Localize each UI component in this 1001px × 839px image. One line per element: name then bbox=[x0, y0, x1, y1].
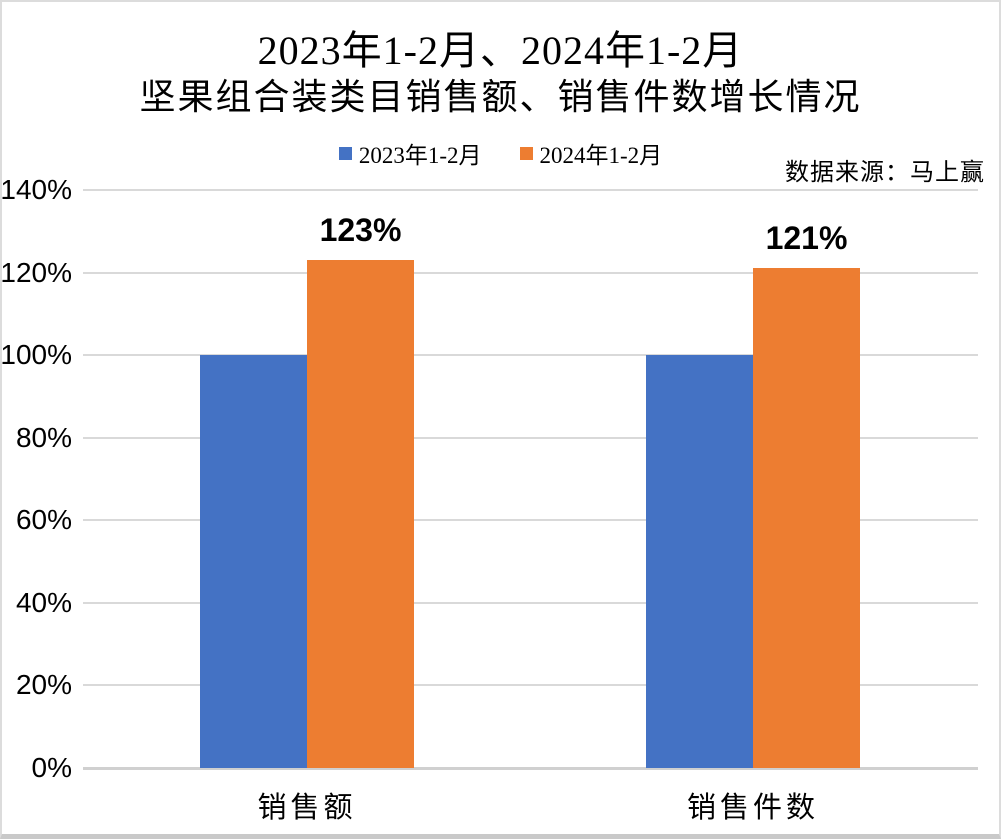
legend-label-2024: 2024年1-2月 bbox=[539, 143, 663, 168]
gridline-80% bbox=[83, 436, 978, 439]
y-axis-tick-label: 20% bbox=[15, 669, 72, 701]
chart-title-line1: 2023年1-2月、2024年1-2月 bbox=[257, 28, 744, 73]
y-axis-tick-label: 80% bbox=[15, 421, 72, 453]
legend-swatch-blue-icon bbox=[338, 146, 352, 160]
x-axis-category-label: 销售额 bbox=[257, 792, 357, 824]
y-axis-tick-label: 60% bbox=[15, 504, 72, 536]
bar-销售件数-2023年1-2月 bbox=[646, 355, 753, 768]
y-axis-tick-label: 100% bbox=[0, 339, 72, 371]
legend-label-2023: 2023年1-2月 bbox=[358, 143, 482, 168]
legend-item-2024: 2024年1-2月 bbox=[519, 136, 663, 170]
gridline-40% bbox=[83, 601, 978, 604]
y-axis-tick-label: 120% bbox=[0, 256, 72, 288]
legend-item-2023: 2023年1-2月 bbox=[338, 136, 482, 170]
y-axis-tick-label: 140% bbox=[0, 174, 72, 205]
bar-销售额-2023年1-2月 bbox=[200, 355, 307, 768]
bar-销售额-2024年1-2月 bbox=[307, 260, 414, 768]
gridline-100% bbox=[83, 354, 978, 357]
chart-title-line2: 坚果组合装类目销售额、销售件数增长情况 bbox=[139, 77, 862, 117]
bar-销售件数-2024年1-2月 bbox=[753, 268, 860, 768]
bar-value-label: 123% bbox=[319, 212, 402, 249]
gridline-0% bbox=[83, 767, 978, 770]
bar-value-label: 121% bbox=[765, 220, 848, 257]
gridline-60% bbox=[83, 519, 978, 522]
y-axis-tick-label: 40% bbox=[15, 586, 72, 618]
gridline-140% bbox=[83, 189, 978, 191]
x-axis-category-label: 销售件数 bbox=[686, 792, 819, 824]
data-source-note: 数据来源：马上赢 bbox=[785, 160, 985, 186]
chart-legend: 2023年1-2月 2024年1-2月 bbox=[0, 136, 1001, 170]
legend-swatch-orange-icon bbox=[519, 146, 533, 160]
gridline-120% bbox=[83, 271, 978, 274]
y-axis-tick-label: 0% bbox=[31, 752, 72, 783]
gridline-20% bbox=[83, 684, 978, 687]
